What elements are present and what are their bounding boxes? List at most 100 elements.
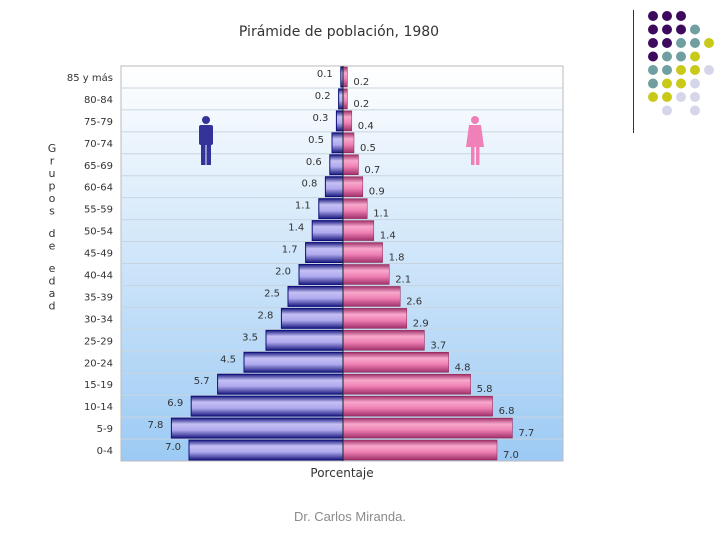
data-label-male: 1.4 bbox=[288, 223, 304, 234]
female-figure-icon bbox=[466, 116, 484, 165]
y-axis-label-letter: s bbox=[49, 205, 55, 218]
data-label-female: 0.7 bbox=[364, 165, 380, 176]
decorative-dot bbox=[662, 24, 672, 35]
decorative-dot bbox=[676, 24, 686, 35]
bar-male bbox=[243, 351, 344, 373]
y-axis-label-letter: d bbox=[49, 275, 56, 288]
bar-female bbox=[342, 132, 355, 154]
bar-male bbox=[190, 395, 344, 417]
decorative-dot bbox=[648, 92, 658, 102]
bar-male bbox=[311, 220, 344, 242]
data-label-male: 1.1 bbox=[295, 201, 311, 212]
bar-female bbox=[342, 110, 353, 132]
decorative-dot bbox=[662, 65, 672, 75]
bar-female bbox=[342, 352, 449, 373]
y-axis-label-letter: o bbox=[49, 192, 56, 205]
decorative-dot bbox=[676, 65, 686, 75]
bar-male bbox=[331, 132, 344, 154]
decorative-dot bbox=[690, 24, 700, 35]
data-label-female: 0.5 bbox=[360, 143, 376, 154]
decorative-dot bbox=[676, 92, 686, 102]
decorative-dot bbox=[676, 11, 686, 21]
bar-female bbox=[342, 220, 375, 241]
bar-female bbox=[342, 154, 359, 175]
y-tick-label: 20-24 bbox=[84, 358, 113, 369]
bar-male bbox=[335, 110, 344, 132]
data-label-male: 3.5 bbox=[242, 332, 258, 343]
bar-male bbox=[265, 329, 344, 351]
decorative-dot bbox=[662, 11, 672, 21]
data-label-female: 1.4 bbox=[380, 231, 396, 242]
decorative-dot bbox=[662, 92, 672, 102]
y-tick-label: 65-69 bbox=[84, 161, 113, 172]
y-axis-label-letter: e bbox=[49, 262, 56, 275]
data-label-male: 5.7 bbox=[194, 376, 210, 387]
y-tick-label: 85 y más bbox=[67, 72, 113, 84]
data-label-female: 4.8 bbox=[455, 362, 471, 373]
data-label-female: 1.1 bbox=[373, 209, 389, 220]
decorative-dot bbox=[662, 105, 672, 116]
data-label-male: 4.5 bbox=[220, 354, 236, 365]
data-label-female: 1.8 bbox=[389, 253, 405, 264]
y-tick-label: 0-4 bbox=[97, 446, 113, 457]
y-axis-label-letter: G bbox=[48, 142, 57, 155]
decorative-dot bbox=[676, 51, 686, 62]
data-label-female: 0.9 bbox=[369, 187, 385, 198]
bar-female bbox=[342, 330, 425, 351]
data-label-male: 7.8 bbox=[147, 420, 163, 431]
y-tick-label: 15-19 bbox=[84, 380, 113, 391]
decorative-dot bbox=[648, 78, 658, 89]
bar-female bbox=[342, 439, 498, 461]
data-label-male: 1.7 bbox=[282, 245, 298, 256]
data-label-female: 0.2 bbox=[353, 99, 369, 110]
data-label-male: 6.9 bbox=[167, 398, 183, 409]
decorative-dot bbox=[676, 38, 686, 48]
decorative-dot bbox=[690, 38, 700, 48]
data-label-male: 0.8 bbox=[301, 179, 317, 190]
data-label-male: 0.5 bbox=[308, 135, 324, 146]
data-label-female: 2.1 bbox=[395, 274, 411, 285]
decorative-dot bbox=[676, 78, 686, 89]
decorative-dot bbox=[704, 65, 714, 75]
bar-male bbox=[280, 307, 344, 329]
bar-male bbox=[305, 242, 344, 264]
bar-female bbox=[342, 176, 364, 197]
y-tick-label: 75-79 bbox=[84, 117, 113, 128]
y-tick-label: 35-39 bbox=[84, 292, 113, 303]
decorative-dot bbox=[662, 51, 672, 62]
data-label-female: 6.8 bbox=[499, 406, 515, 417]
data-label-female: 2.9 bbox=[413, 318, 429, 329]
data-label-male: 0.2 bbox=[315, 91, 331, 102]
bar-male bbox=[217, 373, 344, 395]
decorative-dot bbox=[648, 65, 658, 75]
y-axis-label-letter: u bbox=[49, 167, 56, 180]
data-label-male: 2.8 bbox=[257, 310, 273, 321]
y-tick-label: 45-49 bbox=[84, 249, 113, 260]
y-tick-label: 5-9 bbox=[97, 424, 113, 435]
divider-line bbox=[633, 10, 634, 133]
decorative-dot bbox=[648, 51, 658, 62]
chart-title: Pirámide de población, 1980 bbox=[239, 24, 439, 40]
bar-female bbox=[342, 417, 513, 439]
y-tick-label: 30-34 bbox=[84, 314, 113, 325]
data-label-female: 0.4 bbox=[358, 121, 374, 132]
footer-author: Dr. Carlos Miranda. bbox=[294, 509, 406, 524]
data-label-female: 5.8 bbox=[477, 384, 493, 395]
y-axis-label-letter: d bbox=[49, 300, 56, 313]
data-label-female: 2.6 bbox=[406, 296, 422, 307]
decorative-dot bbox=[648, 24, 658, 35]
data-label-female: 0.2 bbox=[353, 77, 369, 88]
bar-male bbox=[338, 88, 344, 110]
y-tick-label: 55-59 bbox=[84, 205, 113, 216]
decorative-dot bbox=[690, 78, 700, 89]
decorative-dot bbox=[662, 78, 672, 89]
decorative-dot bbox=[690, 51, 700, 62]
bar-male bbox=[298, 264, 344, 285]
male-figure-icon bbox=[199, 116, 213, 165]
y-tick-label: 80-84 bbox=[84, 95, 113, 106]
bar-female bbox=[342, 373, 471, 395]
data-label-male: 2.0 bbox=[275, 266, 291, 277]
data-label-female: 3.7 bbox=[430, 340, 446, 351]
bar-male bbox=[188, 439, 344, 461]
decorative-dot bbox=[690, 105, 700, 116]
